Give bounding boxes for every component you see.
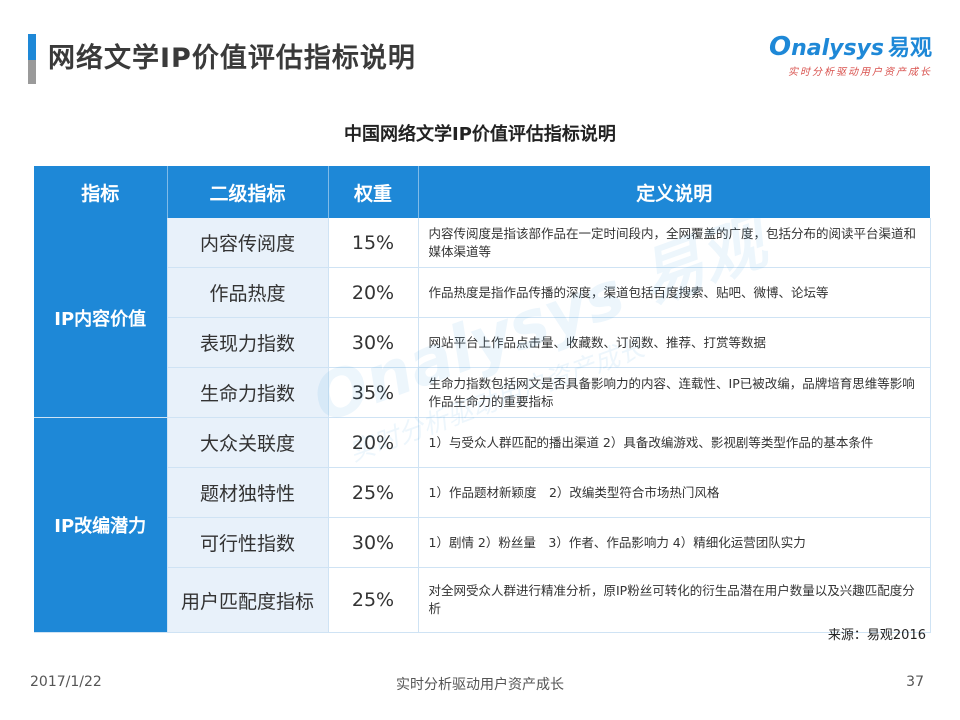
header-weight: 权重 (328, 166, 419, 218)
definition-cell: 对全网受众人群进行精准分析，原IP粉丝可转化的衍生品潜在用户数量以及兴趣匹配度分… (418, 567, 931, 633)
page-title: 网络文学IP价值评估指标说明 (48, 43, 416, 74)
category-ip-adaptation-potential: IP改编潜力 (34, 417, 168, 633)
definition-cell: 内容传阅度是指该部作品在一定时间段内，全网覆盖的广度，包括分布的阅读平台渠道和媒… (418, 218, 931, 268)
header-definition: 定义说明 (418, 166, 930, 218)
weight-cell: 35% (328, 367, 419, 418)
sub-indicator-cell: 可行性指数 (167, 517, 329, 568)
definition-cell: 作品热度是指作品传播的深度，渠道包括百度搜索、贴吧、微博、论坛等 (418, 267, 931, 318)
logo-brand-cn: 易观 (887, 36, 932, 61)
page-number: 37 (906, 674, 924, 690)
title-accent-bar-gray (28, 60, 36, 84)
weight-cell: 30% (328, 517, 419, 568)
logo-tagline: 实时分析驱动用户资产成长 (788, 67, 932, 78)
footer-tagline: 实时分析驱动用户资产成长 (396, 677, 564, 693)
footer-date: 2017/1/22 (30, 674, 102, 690)
weight-cell: 30% (328, 317, 419, 368)
definition-cell: 网站平台上作品点击量、收藏数、订阅数、推荐、打赏等数据 (418, 317, 931, 368)
sub-indicator-cell: 用户匹配度指标 (167, 567, 329, 633)
sub-indicator-cell: 表现力指数 (167, 317, 329, 368)
sub-indicator-cell: 内容传阅度 (167, 218, 329, 268)
source-note: 来源：易观2016 (827, 628, 926, 643)
logo-o-glyph: O (768, 32, 792, 62)
logo-brand-text: nalysys (791, 36, 884, 61)
header-indicator: 指标 (34, 166, 168, 218)
table-row: IP改编潜力 大众关联度 20% 1）与受众人群匹配的播出渠道 2）具备改编游戏… (34, 417, 931, 633)
weight-cell: 20% (328, 417, 419, 468)
table-row: 可行性指数 30% 1）剧情 2）粉丝量 3）作者、作品影响力 4）精细化运营团… (34, 517, 931, 568)
table-row: 作品热度 20% 作品热度是指作品传播的深度，渠道包括百度搜索、贴吧、微博、论坛… (34, 267, 931, 318)
definition-cell: 1）剧情 2）粉丝量 3）作者、作品影响力 4）精细化运营团队实力 (418, 517, 931, 568)
definition-cell: 1）作品题材新颖度 2）改编类型符合市场热门风格 (418, 467, 931, 518)
title-accent-bar (28, 34, 36, 84)
sub-indicator-cell: 作品热度 (167, 267, 329, 318)
table-header-row: 指标 二级指标 权重 定义说明 (34, 166, 930, 218)
table-row: IP内容价值 内容传阅度 15% 内容传阅度是指该部作品在一定时间段内，全网覆盖… (34, 218, 931, 418)
logo-wordmark: Onalysys 易观 (769, 30, 932, 62)
definition-cell: 生命力指数包括网文是否具备影响力的内容、连载性、IP已被改编，品牌培育思维等影响… (418, 367, 931, 418)
table-row: 表现力指数 30% 网站平台上作品点击量、收藏数、订阅数、推荐、打赏等数据 (34, 317, 931, 368)
brand-logo: Onalysys 易观 实时分析驱动用户资产成长 (769, 30, 932, 78)
table-title: 中国网络文学IP价值评估指标说明 (344, 124, 616, 145)
weight-cell: 15% (328, 218, 419, 268)
weight-cell: 20% (328, 267, 419, 318)
category-ip-content-value: IP内容价值 (34, 218, 168, 418)
weight-cell: 25% (328, 467, 419, 518)
sub-indicator-cell: 题材独特性 (167, 467, 329, 518)
sub-indicator-cell: 大众关联度 (167, 417, 329, 468)
table-row: 用户匹配度指标 25% 对全网受众人群进行精准分析，原IP粉丝可转化的衍生品潜在… (34, 567, 931, 633)
indicator-table: 指标 二级指标 权重 定义说明 IP内容价值 内容传阅度 15% 内容传阅度是指… (34, 166, 931, 633)
table-row: 题材独特性 25% 1）作品题材新颖度 2）改编类型符合市场热门风格 (34, 467, 931, 518)
table-row: 生命力指数 35% 生命力指数包括网文是否具备影响力的内容、连载性、IP已被改编… (34, 367, 931, 418)
header-sub-indicator: 二级指标 (167, 166, 329, 218)
definition-cell: 1）与受众人群匹配的播出渠道 2）具备改编游戏、影视剧等类型作品的基本条件 (418, 417, 931, 468)
weight-cell: 25% (328, 567, 419, 633)
sub-indicator-cell: 生命力指数 (167, 367, 329, 418)
